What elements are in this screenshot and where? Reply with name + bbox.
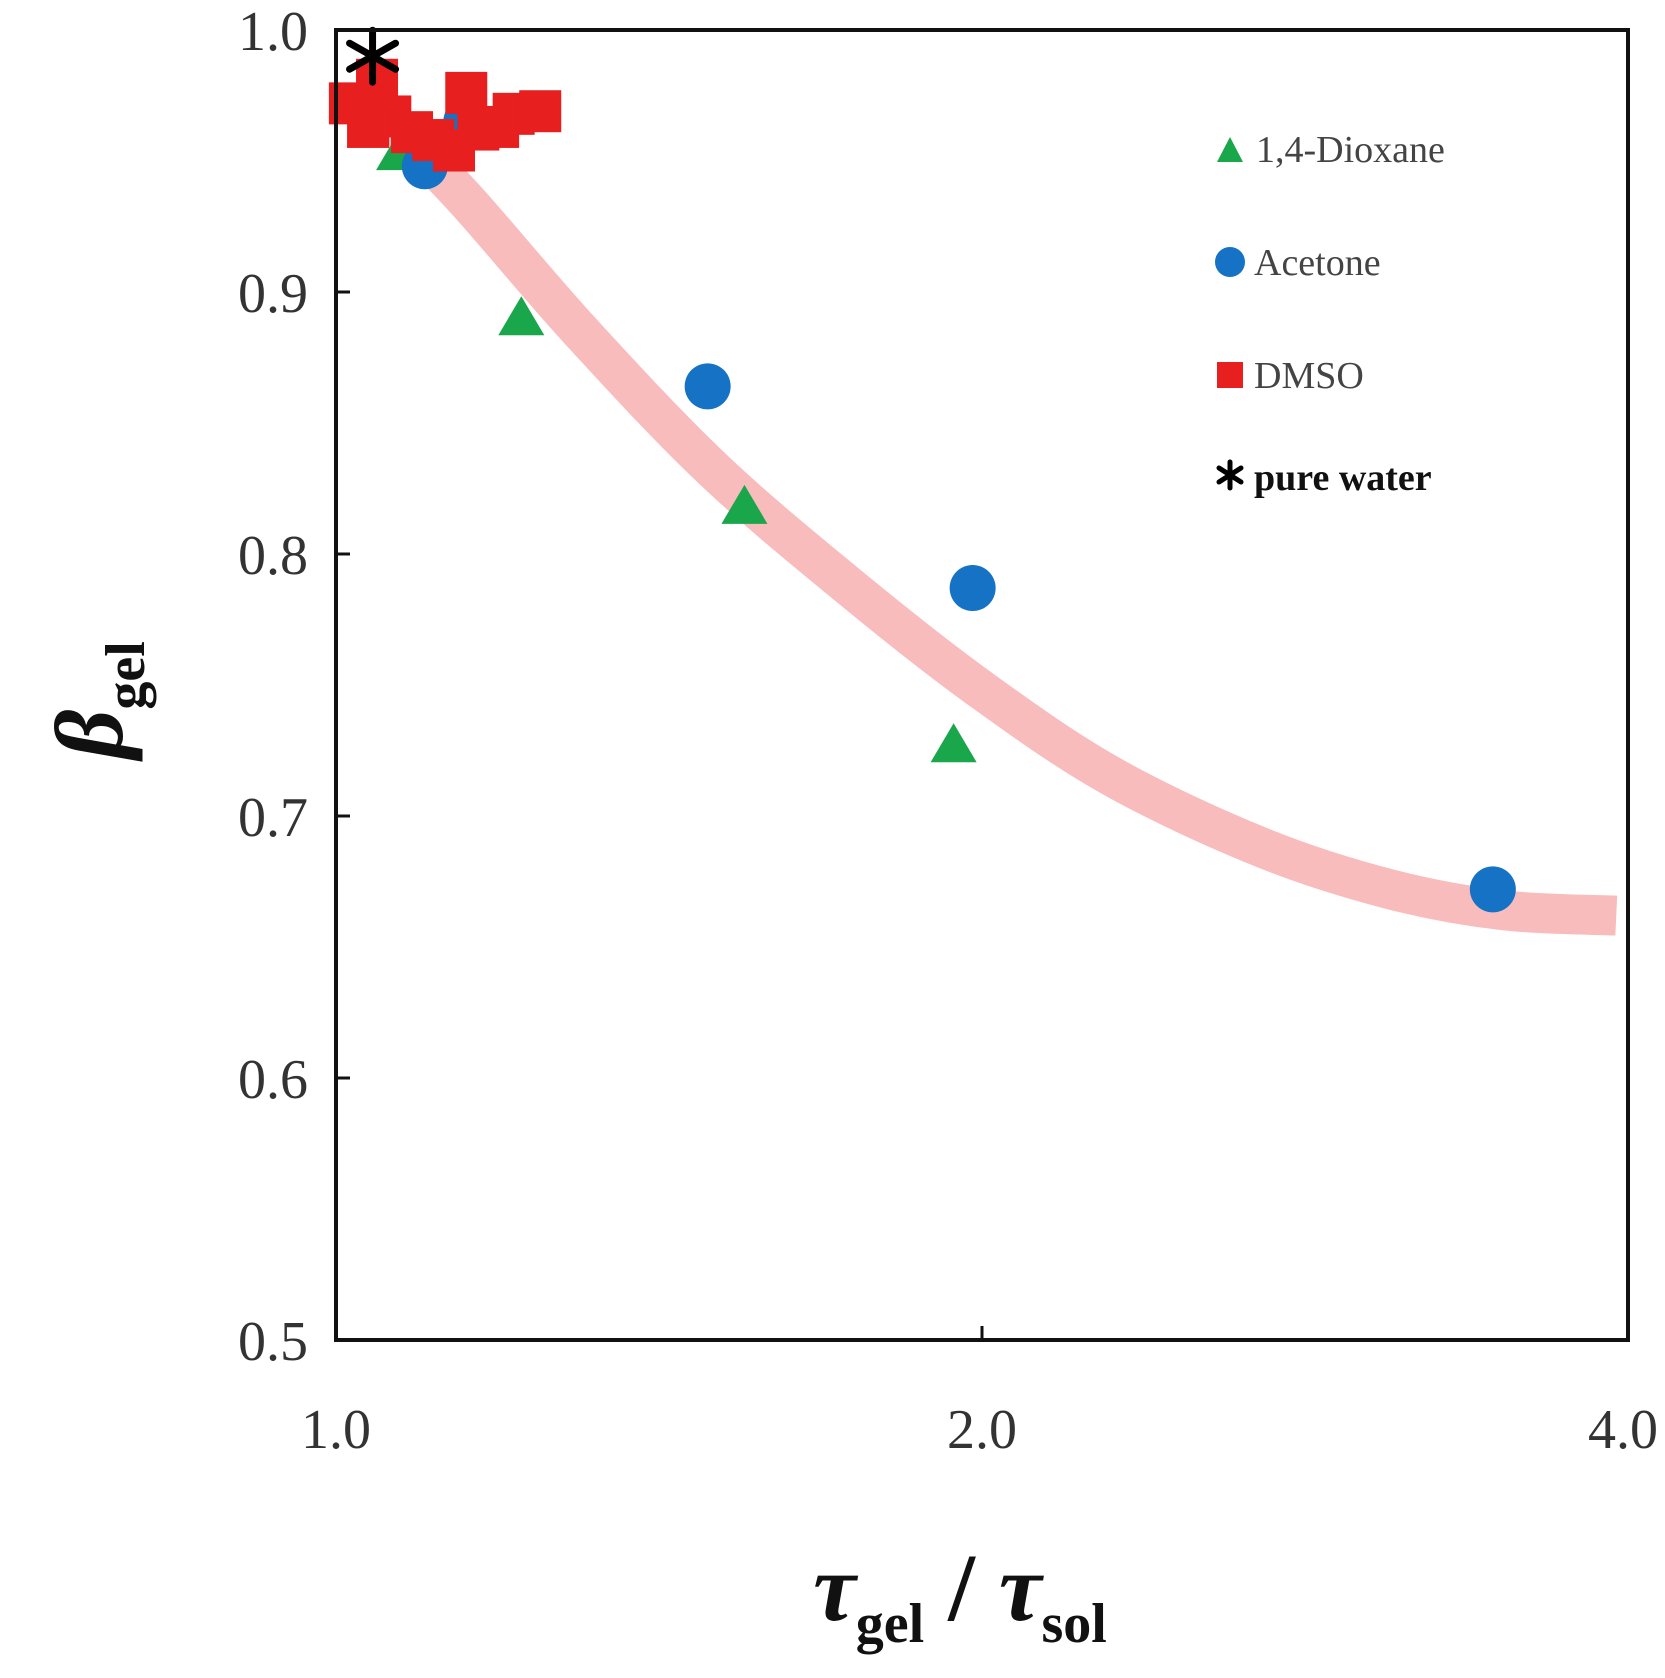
x-axis-title-sub2: sol: [1041, 1593, 1106, 1655]
legend-item-pure-water: pure water: [1216, 457, 1432, 499]
y-tick-label-2: 0.7: [238, 787, 308, 849]
data-point-1-4-dioxane-1: [498, 296, 545, 336]
y-axis-title-sub: gel: [95, 641, 157, 709]
y-tick-label-3: 0.8: [238, 525, 308, 587]
y-axis-title-main: β: [36, 710, 143, 762]
legend-label-dmso: DMSO: [1254, 355, 1364, 397]
x-axis-title: τgel / τsol: [813, 1534, 1107, 1655]
data-point-1-4-dioxane-2: [721, 484, 768, 524]
legend-square-marker: [1217, 362, 1243, 388]
x-axis-title-main: τ: [813, 1534, 859, 1641]
y-tick-label-1: 0.6: [238, 1049, 308, 1111]
fit-curve: [375, 107, 1618, 936]
x-tick-label-1: 2.0: [947, 1399, 1017, 1461]
legend-triangle-marker: [1217, 137, 1243, 162]
legend-label-dioxane: 1,4-Dioxane: [1256, 129, 1445, 171]
y-tick-label-5: 1.0: [238, 1, 308, 63]
data-point-acetone-4: [1469, 866, 1516, 913]
data-point-1-4-dioxane-3: [930, 723, 977, 763]
y-axis-title: βgel: [36, 641, 157, 762]
legend-item-dmso: DMSO: [1217, 355, 1364, 397]
x-axis-title-main2: τ: [999, 1534, 1045, 1641]
data-point-acetone-3: [949, 565, 996, 612]
legend-item-dioxane: 1,4-Dioxane: [1217, 129, 1445, 171]
x-axis-title-separator: /: [924, 1534, 999, 1641]
x-axis-title-sub1: gel: [856, 1593, 924, 1655]
data-point-pure-water-0: [346, 26, 400, 86]
y-tick-label-0: 0.5: [238, 1311, 308, 1373]
data-point-acetone-2: [684, 363, 731, 410]
legend-label-pure-water: pure water: [1254, 457, 1432, 499]
legend-circle-marker: [1215, 247, 1245, 277]
x-tick-label-0: 1.0: [301, 1399, 371, 1461]
legend-item-acetone: Acetone: [1215, 242, 1381, 284]
legend: 1,4-Dioxane Acetone DMSO pure water: [1215, 129, 1445, 499]
data-point-dmso-11: [519, 90, 562, 133]
y-tick-label-4: 0.9: [238, 263, 308, 325]
legend-label-acetone: Acetone: [1254, 242, 1381, 284]
legend-asterisk-marker: [1216, 459, 1244, 491]
x-tick-label-2: 4.0: [1588, 1399, 1658, 1461]
